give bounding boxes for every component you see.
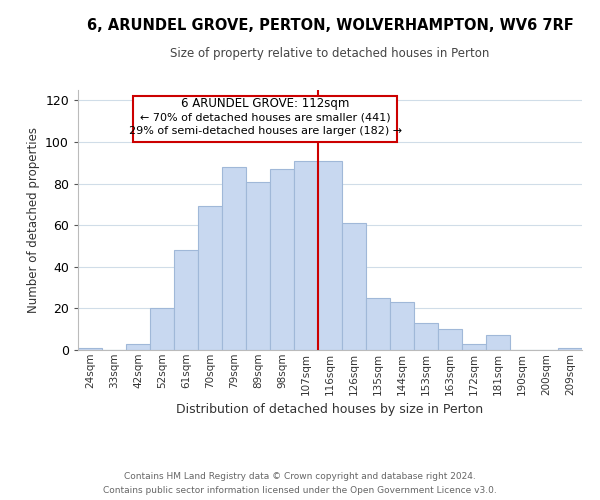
- Bar: [438, 329, 462, 350]
- Bar: [558, 348, 582, 350]
- Text: 6, ARUNDEL GROVE, PERTON, WOLVERHAMPTON, WV6 7RF: 6, ARUNDEL GROVE, PERTON, WOLVERHAMPTON,…: [86, 18, 574, 32]
- Bar: [78, 348, 102, 350]
- Bar: [198, 206, 222, 350]
- FancyBboxPatch shape: [133, 96, 397, 142]
- Text: Size of property relative to detached houses in Perton: Size of property relative to detached ho…: [170, 48, 490, 60]
- Bar: [366, 298, 390, 350]
- Text: ← 70% of detached houses are smaller (441): ← 70% of detached houses are smaller (44…: [140, 112, 391, 122]
- Text: Contains HM Land Registry data © Crown copyright and database right 2024.: Contains HM Land Registry data © Crown c…: [124, 472, 476, 481]
- Bar: [222, 167, 246, 350]
- Bar: [126, 344, 150, 350]
- Text: Contains public sector information licensed under the Open Government Licence v3: Contains public sector information licen…: [103, 486, 497, 495]
- Y-axis label: Number of detached properties: Number of detached properties: [26, 127, 40, 313]
- Bar: [342, 223, 366, 350]
- Bar: [246, 182, 270, 350]
- Text: 6 ARUNDEL GROVE: 112sqm: 6 ARUNDEL GROVE: 112sqm: [181, 97, 349, 110]
- Bar: [390, 302, 414, 350]
- Bar: [486, 336, 510, 350]
- Bar: [462, 344, 486, 350]
- X-axis label: Distribution of detached houses by size in Perton: Distribution of detached houses by size …: [176, 403, 484, 416]
- Bar: [174, 250, 198, 350]
- Bar: [270, 169, 294, 350]
- Bar: [414, 323, 438, 350]
- Bar: [294, 160, 318, 350]
- Text: 29% of semi-detached houses are larger (182) →: 29% of semi-detached houses are larger (…: [128, 126, 402, 136]
- Bar: [150, 308, 174, 350]
- Bar: [318, 160, 342, 350]
